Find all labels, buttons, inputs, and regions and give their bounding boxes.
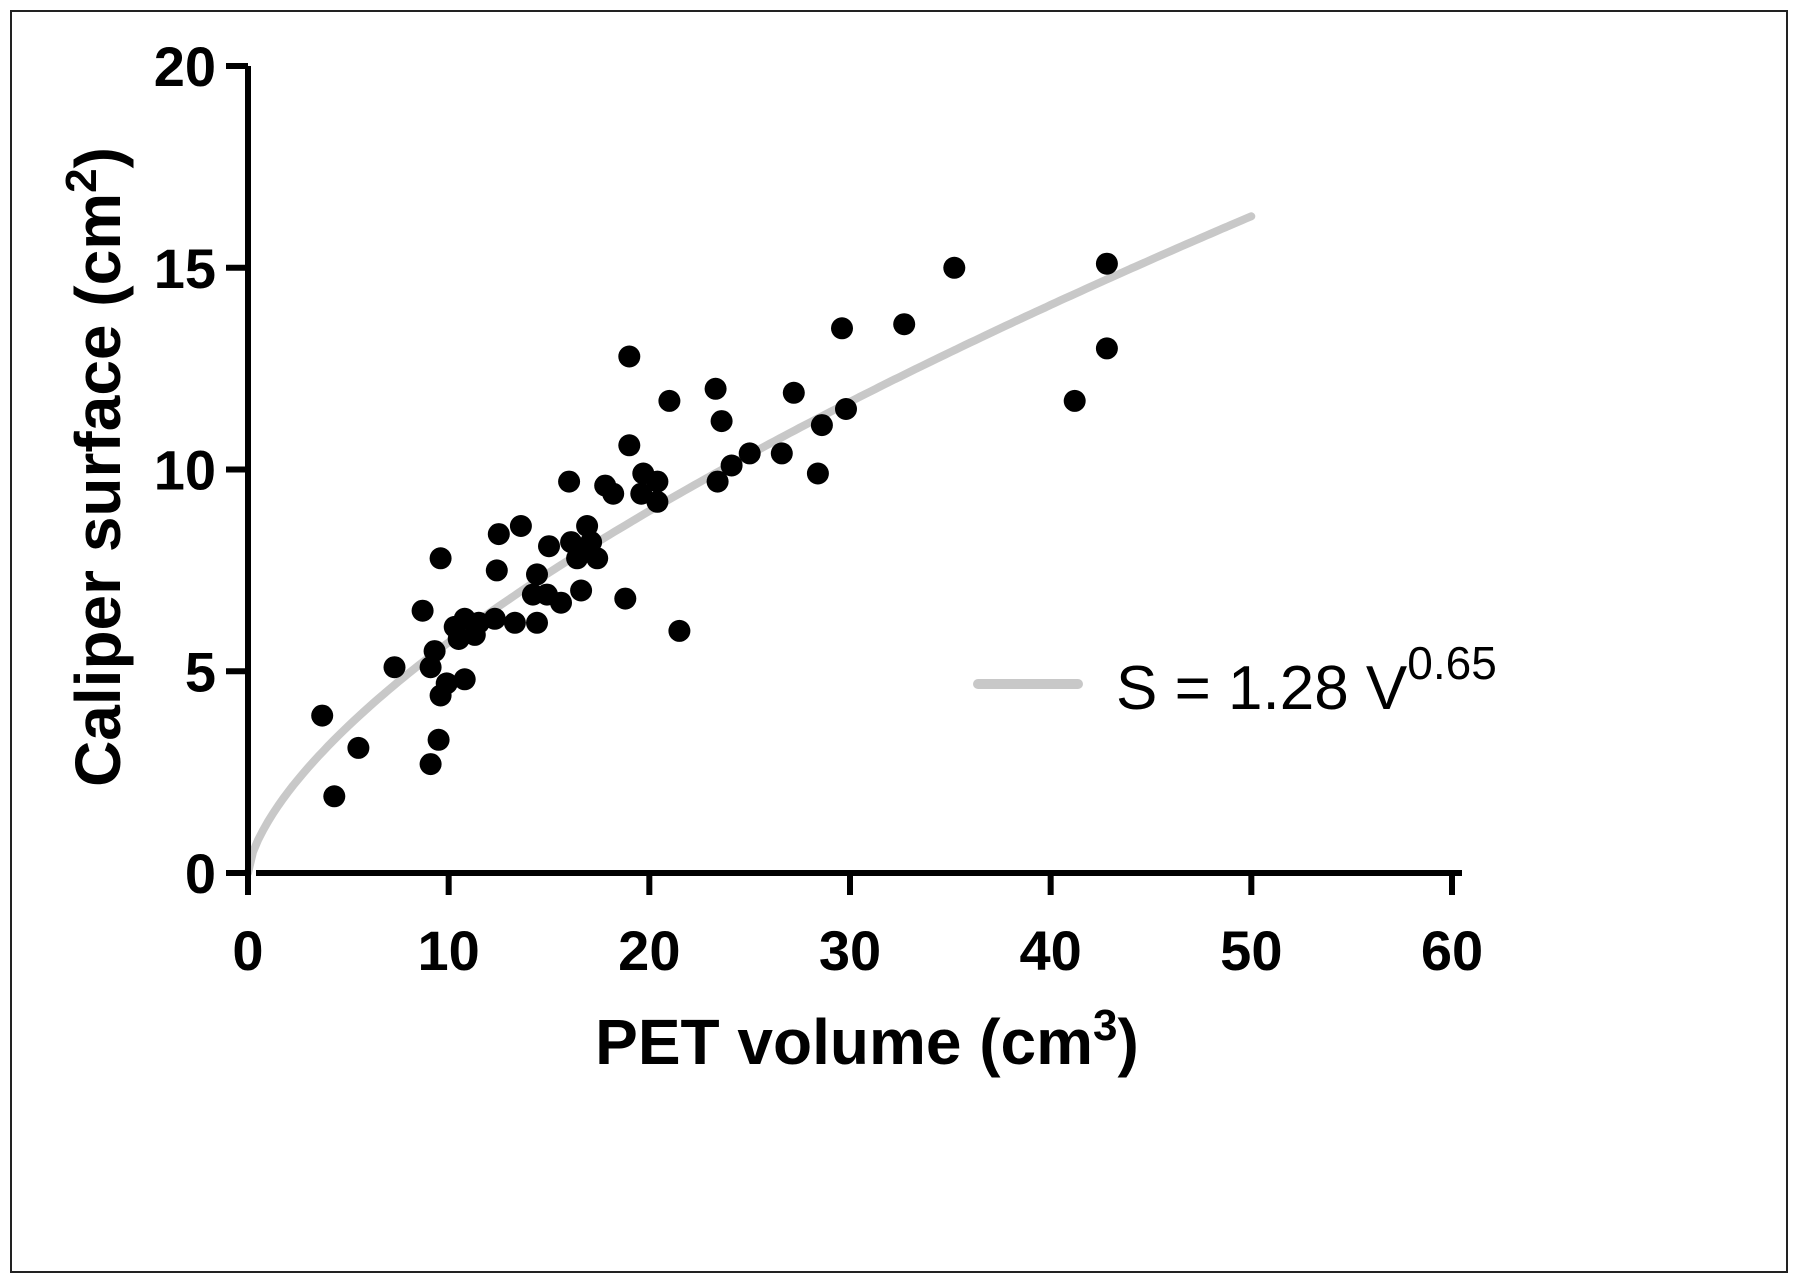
x-tick-label: 30 [819,919,881,982]
data-point [419,753,442,776]
y-tick-label: 20 [154,35,216,98]
data-point [738,442,761,465]
data-point [411,599,434,622]
data-point [509,515,532,537]
data-point [618,434,641,457]
data-point [558,470,581,493]
data-point [538,535,560,558]
data-point [485,559,508,582]
data-point [835,398,857,420]
data-point [706,470,729,493]
data-point [602,482,625,505]
x-tick-label: 60 [1421,919,1483,982]
y-tick-label: 15 [154,237,216,300]
data-point [943,256,966,279]
data-point [453,668,476,691]
x-ticks: 0 10 20 30 40 50 60 [232,873,1483,982]
data-point [810,414,833,437]
data-point [646,470,669,493]
data-point [893,313,916,336]
data-point [770,442,793,465]
legend: S = 1.28 V0.65 [973,637,1497,723]
x-tick-label: 40 [1020,919,1082,982]
data-point [1095,252,1118,275]
y-ticks: 0 5 10 15 20 [154,35,248,905]
y-tick-label: 0 [185,842,216,905]
data-point [646,490,669,513]
x-axis-title: PET volume (cm3) [595,1001,1139,1078]
y-tick-label: 5 [185,640,216,703]
figure-frame: 0 10 20 30 40 50 60 0 5 10 15 20 PET volume (cm3) … [10,10,1788,1273]
data-point [831,317,853,340]
data-point [423,640,446,663]
data-point [347,736,370,759]
legend-fit-label: S = 1.28 V0.65 [1116,637,1497,723]
data-point [435,672,458,695]
x-tick-label: 0 [232,919,263,982]
data-point [710,410,733,433]
fit-curve [244,212,1256,877]
data-point [429,547,452,570]
axes [245,66,1462,876]
data-point [668,619,691,642]
data-point [782,381,805,404]
x-tick-label: 50 [1220,919,1282,982]
data-point [487,523,510,546]
data-point [618,345,641,368]
data-point [586,547,609,570]
data-point [550,591,572,614]
data-point [704,377,727,400]
data-point [323,785,346,808]
data-point [526,563,548,586]
data-point [614,587,637,610]
data-point [483,607,506,630]
x-tick-label: 20 [618,919,680,982]
data-point [1063,389,1086,412]
data-point [503,611,526,634]
data-point [658,389,681,412]
data-point [383,656,406,679]
data-point [570,579,593,602]
x-tick-label: 10 [418,919,480,982]
data-points-layer [311,252,1118,808]
y-tick-label: 10 [154,439,216,502]
data-point [806,462,829,485]
data-point [427,728,450,751]
data-point [526,611,548,634]
y-axis-title: Caliper surface (cm2) [57,147,134,787]
fit-curve-layer [244,212,1256,877]
data-point [1095,337,1118,360]
data-point [311,704,334,727]
data-point [720,454,743,477]
